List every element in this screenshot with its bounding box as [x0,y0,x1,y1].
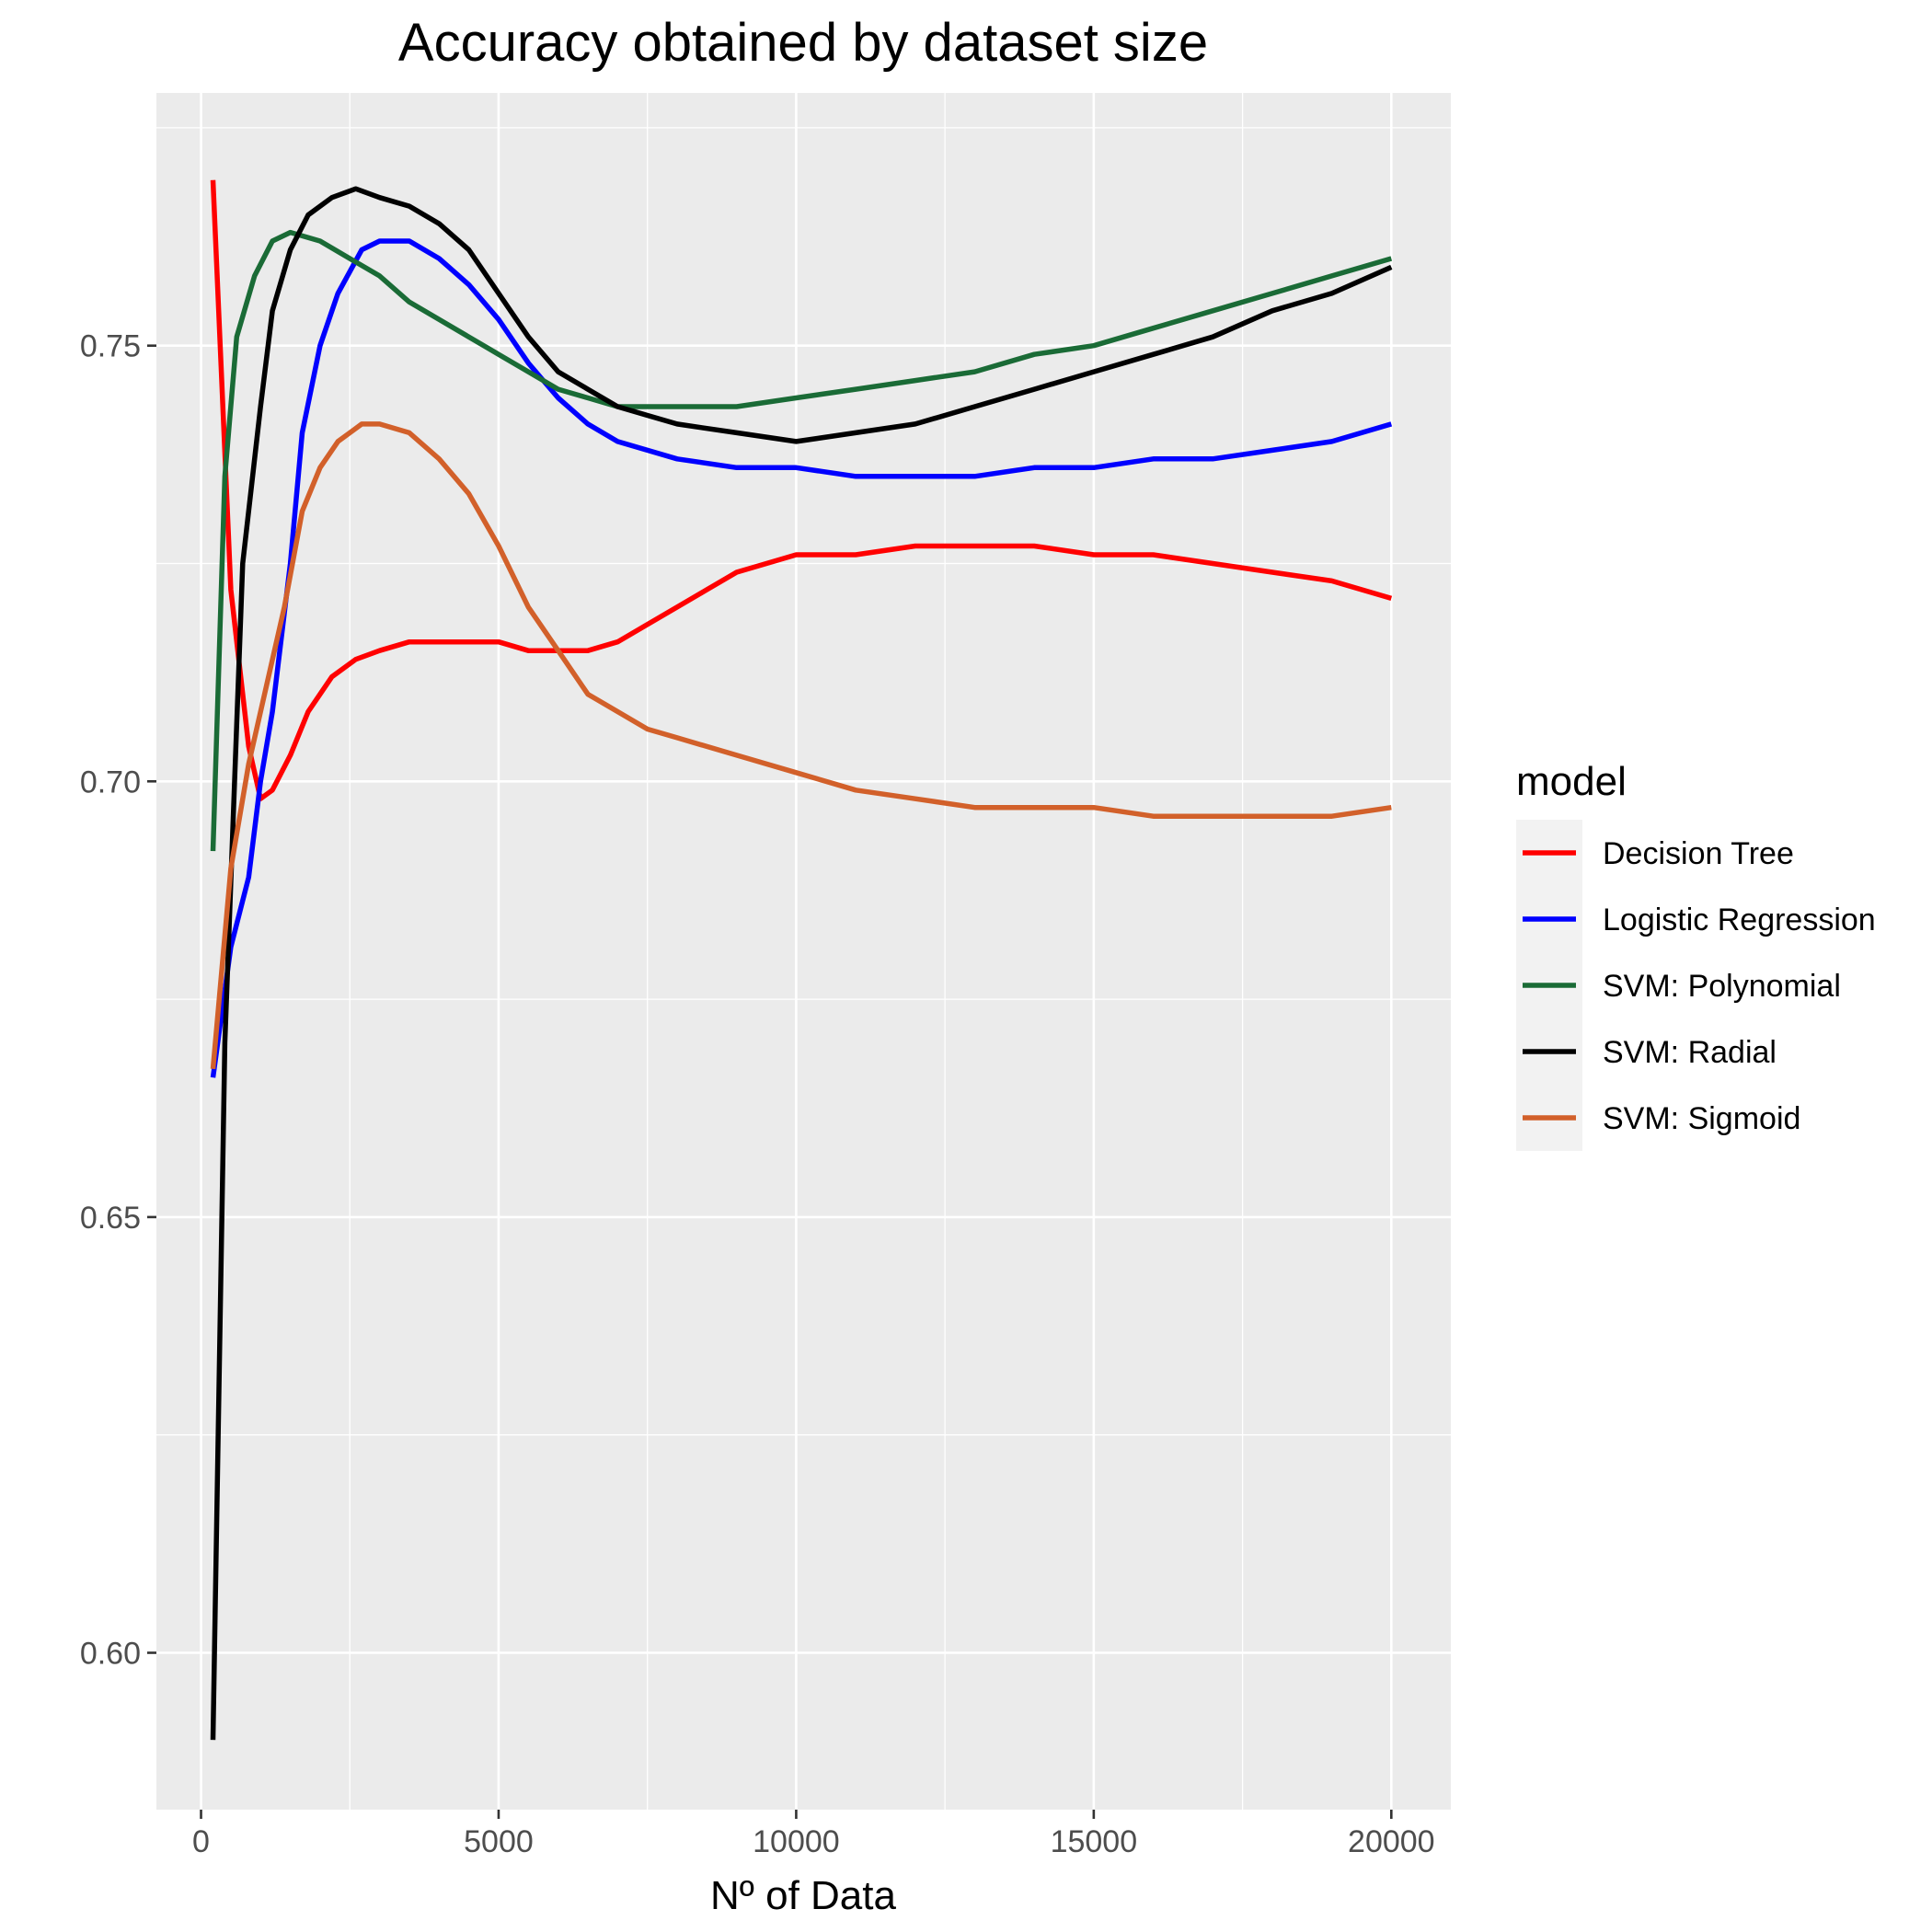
x-tick-label: 0 [192,1824,210,1859]
series-line [210,179,1393,801]
y-tick-label: 0.75 [80,329,141,364]
y-tick-label: 0.70 [80,765,141,799]
x-axis-title: Nº of Data [710,1873,896,1918]
legend-title: model [1516,759,1627,804]
series-line [210,186,1393,1741]
series-lines [210,179,1393,1741]
legend-label: Decision Tree [1603,836,1794,871]
grid [156,93,1451,1810]
legend-label: SVM: Sigmoid [1603,1101,1800,1136]
legend: model Decision Tree Logistic Regression SV… [1516,759,1876,1151]
legend-label: Logistic Regression [1603,903,1876,937]
x-tick-label: 5000 [464,1824,534,1859]
legend-label: SVM: Radial [1603,1035,1777,1070]
x-tick-label: 15000 [1051,1824,1138,1859]
chart-title: Accuracy obtained by dataset size [398,13,1208,73]
series-line [210,229,1393,852]
x-tick-label: 10000 [753,1824,840,1859]
x-tick-label: 20000 [1348,1824,1435,1859]
y-tick-label: 0.60 [80,1637,141,1672]
series-line [210,421,1392,1070]
plot-panel [156,93,1451,1810]
y-tick-label: 0.65 [80,1201,141,1236]
axes: 0 5000 10000 15000 20000 0.60 0.65 0.70 0.75 [80,329,1435,1859]
legend-label: SVM: Polynomial [1603,969,1841,1004]
